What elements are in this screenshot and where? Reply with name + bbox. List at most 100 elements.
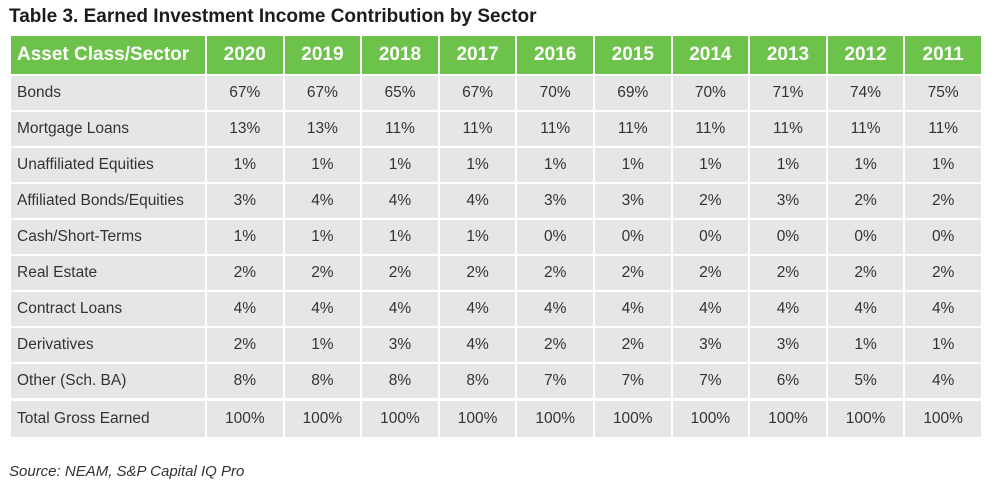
table-cell: 2% xyxy=(670,254,751,292)
source-note: Source: NEAM, S&P Capital IQ Pro xyxy=(9,463,245,480)
table-cell: 2% xyxy=(437,254,518,292)
table-cell: 3% xyxy=(670,326,751,364)
table-cell: 8% xyxy=(437,362,518,401)
table-cell: 1% xyxy=(360,218,440,256)
table-cell: 2% xyxy=(825,254,906,292)
income-contribution-table: Asset Class/Sector 2020 2019 2018 2017 2016 20… xyxy=(9,34,983,439)
table-cell: 70% xyxy=(670,74,751,112)
column-header-2020: 2020 xyxy=(205,34,285,76)
table-row: Total Gross Earned 100% 100% 100% 100% 100% 10… xyxy=(9,398,983,439)
column-header-2019: 2019 xyxy=(282,34,363,76)
table-cell: 11% xyxy=(360,110,440,148)
table-cell: 67% xyxy=(282,74,363,112)
table-cell: 4% xyxy=(360,290,440,328)
table-cell: 1% xyxy=(437,146,518,184)
row-label: Real Estate xyxy=(9,254,207,292)
table-cell: 4% xyxy=(592,290,673,328)
row-label: Cash/Short-Terms xyxy=(9,218,207,256)
table-cell: 3% xyxy=(205,182,285,220)
table-cell: 100% xyxy=(515,398,595,439)
table-cell: 8% xyxy=(360,362,440,401)
table-cell: 2% xyxy=(282,254,363,292)
table-cell: 2% xyxy=(515,254,595,292)
table-cell: 1% xyxy=(282,326,363,364)
table-cell: 4% xyxy=(825,290,906,328)
table-cell: 0% xyxy=(825,218,906,256)
table-cell: 11% xyxy=(670,110,751,148)
table-cell: 1% xyxy=(825,326,906,364)
table-cell: 2% xyxy=(903,182,983,220)
row-label: Total Gross Earned xyxy=(9,398,207,439)
table-row: Bonds 67% 67% 65% 67% 70% 69% 70% 71% 74% 75% xyxy=(9,74,983,112)
table-cell: 100% xyxy=(592,398,673,439)
row-label: Affiliated Bonds/Equities xyxy=(9,182,207,220)
table-cell: 1% xyxy=(360,146,440,184)
table-cell: 74% xyxy=(825,74,906,112)
table-header: Asset Class/Sector 2020 2019 2018 2017 2016 20… xyxy=(9,34,983,76)
table-cell: 0% xyxy=(592,218,673,256)
column-header-2015: 2015 xyxy=(592,34,673,76)
table-cell: 11% xyxy=(748,110,828,148)
row-label: Contract Loans xyxy=(9,290,207,328)
table-row: Real Estate 2% 2% 2% 2% 2% 2% 2% 2% 2% 2% xyxy=(9,254,983,292)
table-cell: 75% xyxy=(903,74,983,112)
table-cell: 2% xyxy=(748,254,828,292)
table-cell: 11% xyxy=(437,110,518,148)
table-cell: 4% xyxy=(903,290,983,328)
table-cell: 4% xyxy=(437,182,518,220)
row-label: Mortgage Loans xyxy=(9,110,207,148)
table-cell: 11% xyxy=(515,110,595,148)
table-body: Bonds 67% 67% 65% 67% 70% 69% 70% 71% 74% 75% Mortg… xyxy=(9,74,983,439)
table-row: Affiliated Bonds/Equities 3% 4% 4% 4% 3% 3% 2% 3… xyxy=(9,182,983,220)
table-cell: 1% xyxy=(903,326,983,364)
table-cell: 2% xyxy=(360,254,440,292)
table-cell: 0% xyxy=(515,218,595,256)
column-header-2018: 2018 xyxy=(360,34,440,76)
table-row: Unaffiliated Equities 1% 1% 1% 1% 1% 1% 1% 1% 1% 1… xyxy=(9,146,983,184)
table-cell: 4% xyxy=(748,290,828,328)
table-cell: 4% xyxy=(360,182,440,220)
table-cell: 8% xyxy=(282,362,363,401)
table-cell: 100% xyxy=(748,398,828,439)
table-cell: 2% xyxy=(670,182,751,220)
table-cell: 4% xyxy=(437,290,518,328)
row-label: Derivatives xyxy=(9,326,207,364)
table-cell: 11% xyxy=(825,110,906,148)
table-cell: 100% xyxy=(437,398,518,439)
table-cell: 100% xyxy=(670,398,751,439)
table-cell: 4% xyxy=(282,182,363,220)
column-header-2017: 2017 xyxy=(437,34,518,76)
table-cell: 65% xyxy=(360,74,440,112)
table-cell: 2% xyxy=(592,254,673,292)
table-cell: 11% xyxy=(903,110,983,148)
table-cell: 1% xyxy=(592,146,673,184)
table-cell: 2% xyxy=(205,326,285,364)
table-cell: 0% xyxy=(903,218,983,256)
table-cell: 11% xyxy=(592,110,673,148)
table-cell: 1% xyxy=(825,146,906,184)
table-cell: 100% xyxy=(360,398,440,439)
table-cell: 69% xyxy=(592,74,673,112)
table-cell: 4% xyxy=(670,290,751,328)
row-label: Unaffiliated Equities xyxy=(9,146,207,184)
table-cell: 100% xyxy=(825,398,906,439)
table-cell: 7% xyxy=(670,362,751,401)
table-cell: 100% xyxy=(903,398,983,439)
table-cell: 6% xyxy=(748,362,828,401)
table-cell: 1% xyxy=(282,146,363,184)
table-cell: 1% xyxy=(205,218,285,256)
table-cell: 1% xyxy=(282,218,363,256)
table-cell: 1% xyxy=(515,146,595,184)
table-cell: 8% xyxy=(205,362,285,401)
row-label: Other (Sch. BA) xyxy=(9,362,207,401)
table-cell: 4% xyxy=(437,326,518,364)
table-cell: 100% xyxy=(282,398,363,439)
table-row: Contract Loans 4% 4% 4% 4% 4% 4% 4% 4% 4% 4% xyxy=(9,290,983,328)
table-cell: 2% xyxy=(205,254,285,292)
table-cell: 3% xyxy=(515,182,595,220)
column-header-2014: 2014 xyxy=(670,34,751,76)
table-cell: 2% xyxy=(825,182,906,220)
column-header-sector: Asset Class/Sector xyxy=(9,34,207,76)
header-row: Asset Class/Sector 2020 2019 2018 2017 2016 20… xyxy=(9,34,983,76)
table-cell: 100% xyxy=(205,398,285,439)
